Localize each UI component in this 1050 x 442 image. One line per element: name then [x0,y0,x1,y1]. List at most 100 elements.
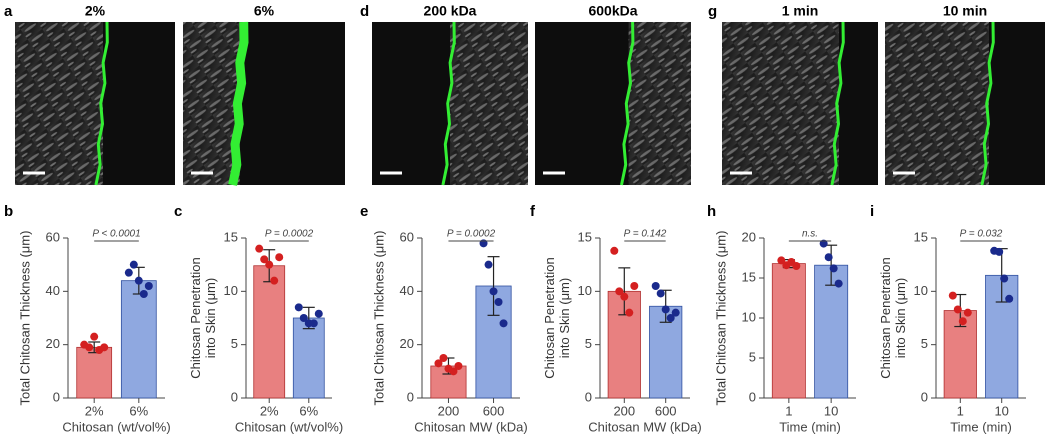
data-point [819,239,828,248]
image-label: 1 min [782,3,819,19]
y-axis-label: Chitosan Penetration [542,257,557,378]
data-point [953,305,962,314]
data-point [294,303,303,312]
y-tick-label: 10 [224,283,238,298]
y-tick-label: 15 [914,229,928,244]
x-axis-label: Chitosan MW (kDa) [414,419,527,434]
chitosan-layer [94,21,109,186]
x-tick-label: 10 [994,403,1008,418]
y-tick-label: 0 [53,389,60,404]
data-point [494,298,503,306]
data-point [314,309,323,318]
panel-letter: d [360,3,369,20]
y-tick-label: 5 [921,336,928,351]
annotation: P < 0.0001 [92,229,140,240]
data-point [124,268,133,277]
data-point [299,314,308,322]
chitosan-layer [620,21,635,186]
image-label: 6% [254,3,275,19]
data-point [777,256,786,265]
y-tick-label: 5 [585,336,592,351]
x-tick-label: 6% [129,403,148,418]
data-point [489,287,498,296]
data-point [90,332,99,341]
data-point [656,289,665,298]
data-point [270,276,279,285]
x-tick-label: 1 [785,403,792,418]
y-tick-label: 15 [742,269,756,284]
tissue [628,22,691,185]
y-tick-label: 15 [224,229,238,244]
y-tick-label: 20 [46,336,60,351]
panel-letter: b [4,203,13,220]
panel-letter: e [360,203,368,220]
annotation: P = 0.0002 [447,229,496,240]
data-point [620,292,629,301]
y-tick-label: 0 [585,389,592,404]
y-tick-label: 15 [578,229,592,244]
x-tick-label: 10 [824,403,838,418]
y-tick-label: 20 [742,229,756,244]
x-axis-label: Chitosan MW (kDa) [588,419,701,434]
y-axis-label: into Skin (μm) [203,278,218,358]
y-tick-label: 0 [749,389,756,404]
image-label: 200 kDa [424,3,477,19]
data-point [499,319,508,328]
data-point [615,287,624,296]
y-tick-label: 0 [921,389,928,404]
x-tick-label: 1 [957,403,964,418]
data-point [829,264,838,273]
x-tick-label: 600 [655,403,677,418]
image-label: 10 min [943,3,987,19]
y-tick-label: 0 [231,389,238,404]
y-tick-label: 60 [46,229,60,244]
x-axis-label: Chitosan (wt/vol%) [62,419,170,434]
bar [76,346,113,399]
y-tick-label: 10 [742,309,756,324]
data-point [610,246,619,255]
x-tick-label: 200 [438,403,460,418]
data-point [958,317,967,326]
data-point [963,308,972,317]
data-point [454,362,463,370]
y-tick-label: 20 [400,336,414,351]
x-tick-label: 2% [260,403,279,418]
x-tick-label: 6% [299,403,318,418]
data-point [792,262,801,270]
error-bar [487,256,500,316]
x-axis-label: Chitosan (wt/vol%) [235,419,343,434]
annotation: P = 0.142 [624,229,667,240]
data-point [134,276,143,285]
data-point [948,291,957,300]
chitosan-layer [980,21,995,186]
data-point [1000,274,1009,283]
chitosan-layer [228,21,249,186]
y-tick-label: 10 [578,283,592,298]
y-tick-label: 0 [407,389,414,404]
data-point [625,308,634,317]
y-axis-label: Chitosan Penetration [188,257,203,378]
data-point [139,290,148,298]
panel-letter: c [174,203,182,220]
y-tick-label: 5 [231,336,238,351]
panel-letter: a [4,3,13,20]
data-point [85,343,94,352]
data-point [666,314,675,322]
bar [253,265,286,399]
bar [120,280,157,399]
annotation: P = 0.0002 [265,229,314,240]
data-point [630,282,639,290]
image-label: 2% [85,3,106,19]
data-point [834,279,843,288]
data-point [100,343,109,352]
y-axis-label: into Skin (μm) [557,278,572,358]
y-tick-label: 5 [749,349,756,364]
data-point [439,354,448,362]
y-tick-label: 60 [400,229,414,244]
data-point [309,319,318,328]
x-axis-label: Time (min) [950,419,1012,434]
data-point [824,253,833,262]
annotation: P = 0.032 [960,229,1003,240]
data-point [671,308,680,317]
